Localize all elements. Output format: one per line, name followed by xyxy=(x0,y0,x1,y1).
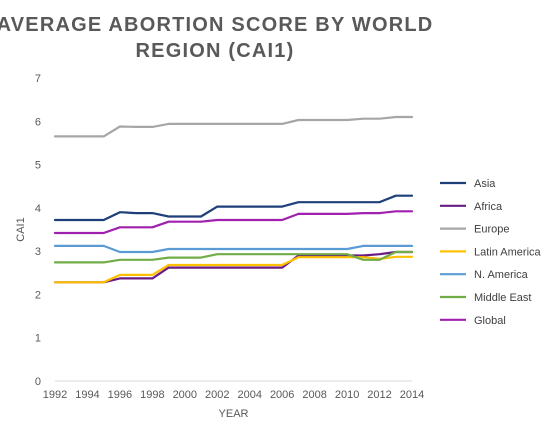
x-tick-label: 2004 xyxy=(237,389,261,401)
x-tick-label: 2010 xyxy=(335,389,359,401)
x-tick-label: 1998 xyxy=(140,389,164,401)
y-tick-label: 5 xyxy=(35,160,41,172)
y-tick-label: 2 xyxy=(35,289,41,301)
y-tick-label: 7 xyxy=(35,73,41,85)
y-axis-title: CAI1 xyxy=(15,217,27,241)
y-tick-label: 6 xyxy=(35,116,41,128)
x-axis-title: YEAR xyxy=(219,408,249,420)
x-tick-label: 2014 xyxy=(400,389,424,401)
y-tick-label: 1 xyxy=(35,333,41,345)
legend-label-asia: Asia xyxy=(474,178,496,190)
axes: 1992 1994 1996 1998 2000 2002 2004 2006 2008 2010… xyxy=(35,73,424,401)
series-layer xyxy=(53,115,414,284)
x-tick-label: 2000 xyxy=(173,389,197,401)
y-tick-label: 0 xyxy=(35,376,41,388)
series-line-middle-east xyxy=(53,250,414,264)
legend: Asia Africa Europe Latin America N. America M… xyxy=(440,178,542,327)
legend-label-middle-east: Middle East xyxy=(474,292,531,304)
x-tick-label: 2002 xyxy=(205,389,229,401)
series-line-asia xyxy=(53,194,414,222)
y-tick-label: 4 xyxy=(35,203,41,215)
x-tick-label: 1994 xyxy=(75,389,99,401)
x-tick-label: 2006 xyxy=(270,389,294,401)
chart-title-line-1: AVERAGE ABORTION SCORE BY WORLD xyxy=(0,14,433,36)
series-line-n-america xyxy=(53,244,414,254)
x-tick-label: 1992 xyxy=(43,389,67,401)
legend-label-n-america: N. America xyxy=(474,269,529,281)
legend-label-global: Global xyxy=(474,315,506,327)
legend-label-europe: Europe xyxy=(474,224,509,236)
series-line-global xyxy=(53,210,414,235)
legend-label-latin-america: Latin America xyxy=(474,246,542,258)
legend-label-africa: Africa xyxy=(474,201,503,213)
y-tick-label: 3 xyxy=(35,246,41,258)
chart-title-line-2: REGION (CAI1) xyxy=(136,40,295,62)
x-tick-label: 2008 xyxy=(302,389,326,401)
x-tick-label: 2012 xyxy=(367,389,391,401)
series-line-europe xyxy=(53,115,414,138)
x-tick-label: 1996 xyxy=(108,389,132,401)
